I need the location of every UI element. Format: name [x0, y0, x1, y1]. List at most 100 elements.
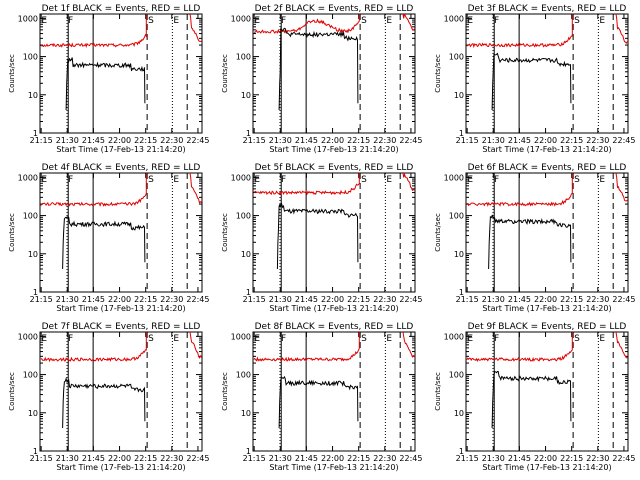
x-tick-label: 21:15 [456, 136, 479, 145]
plot-frame [252, 172, 416, 293]
lld-series-line [402, 332, 415, 358]
time-marker-label: E [599, 175, 605, 185]
x-tick-label: 22:00 [108, 295, 131, 304]
x-tick-label: 22:30 [373, 295, 396, 304]
events-series-line [276, 202, 359, 270]
x-tick-label: 22:30 [160, 454, 183, 463]
y-axis-label: Counts/sec [8, 54, 16, 93]
lld-series-line [466, 173, 573, 207]
detector-panel: Det 4f BLACK = Events, RED = LLD 1 10 100 10… [8, 163, 209, 313]
lld-series-line [253, 173, 360, 196]
y-tick-label: 100 [236, 212, 251, 221]
y-axis-label: Counts/sec [221, 372, 229, 411]
panel-title: Det 1f BLACK = Events, RED = LLD [42, 4, 201, 14]
time-marker-label: S [574, 16, 580, 26]
time-marker-label: F [68, 334, 73, 344]
x-tick-label: 21:45 [82, 136, 105, 145]
x-tick-label: 21:15 [30, 454, 53, 463]
events-series-line [62, 376, 146, 429]
time-marker-label: S [361, 175, 367, 185]
plot-frame [39, 13, 203, 134]
y-tick-label: 1000 [18, 14, 38, 23]
time-marker-label: F [281, 175, 286, 185]
y-tick-label: 1 [246, 288, 251, 297]
events-series-line [278, 26, 359, 111]
y-tick-label: 100 [449, 53, 464, 62]
y-axis-label: Counts/sec [434, 54, 442, 93]
x-tick-label: 22:00 [108, 136, 131, 145]
time-marker-label: S [361, 16, 367, 26]
lld-series-line [40, 332, 147, 363]
events-series-line [62, 216, 146, 270]
x-axis-label: Start Time (17-Feb-13 21:14:20) [482, 304, 611, 313]
x-tick-label: 21:15 [243, 454, 266, 463]
y-tick-label: 1 [33, 447, 38, 456]
x-axis-label: Start Time (17-Feb-13 21:14:20) [56, 145, 185, 154]
time-marker-label: F [68, 16, 73, 26]
x-tick-label: 22:45 [399, 454, 422, 463]
x-tick-label: 21:30 [482, 136, 505, 145]
y-tick-label: 10 [241, 91, 251, 100]
x-axis-label: Start Time (17-Feb-13 21:14:20) [482, 463, 611, 472]
corner-marker-label: E [41, 175, 47, 185]
corner-marker-label: E [254, 175, 260, 185]
corner-marker-label: E [467, 334, 473, 344]
time-marker-label: S [148, 334, 154, 344]
y-tick-label: 100 [236, 53, 251, 62]
panel-title: Det 4f BLACK = Events, RED = LLD [42, 163, 201, 173]
x-tick-label: 21:30 [482, 454, 505, 463]
x-tick-label: 21:30 [269, 454, 292, 463]
y-tick-label: 1000 [18, 332, 38, 341]
lld-series-line [466, 14, 573, 49]
lld-series-line [253, 332, 360, 362]
y-tick-label: 10 [28, 91, 38, 100]
time-marker-label: E [599, 16, 605, 26]
x-tick-label: 22:15 [134, 454, 157, 463]
y-tick-label: 1 [459, 129, 464, 138]
time-marker-label: F [281, 334, 286, 344]
time-marker-label: E [173, 334, 179, 344]
x-tick-label: 21:30 [482, 295, 505, 304]
time-marker-label: F [494, 175, 499, 185]
x-tick-label: 22:45 [612, 136, 635, 145]
x-tick-label: 22:45 [612, 454, 635, 463]
panel-title: Det 7f BLACK = Events, RED = LLD [42, 322, 201, 332]
x-tick-label: 22:15 [347, 136, 370, 145]
y-tick-label: 1000 [18, 173, 38, 182]
time-marker-label: S [574, 334, 580, 344]
events-series-line [491, 370, 572, 429]
x-tick-label: 22:00 [534, 295, 557, 304]
y-axis-label: Counts/sec [434, 213, 442, 252]
lld-series-line [40, 14, 147, 49]
x-tick-label: 22:30 [586, 454, 609, 463]
x-tick-label: 21:15 [30, 136, 53, 145]
x-tick-label: 22:45 [186, 295, 209, 304]
plot-frame [465, 172, 629, 293]
time-marker-label: S [148, 175, 154, 185]
x-tick-label: 22:15 [560, 454, 583, 463]
y-axis-label: Counts/sec [8, 372, 16, 411]
plot-frame [465, 13, 629, 134]
time-marker-label: F [281, 16, 286, 26]
y-tick-label: 1 [246, 129, 251, 138]
y-tick-label: 10 [454, 409, 464, 418]
lld-series-line [189, 14, 202, 43]
time-marker-label: E [173, 16, 179, 26]
x-axis-label: Start Time (17-Feb-13 21:14:20) [269, 304, 398, 313]
lld-series-line [40, 173, 147, 207]
lld-series-line [615, 173, 628, 202]
corner-marker-label: E [41, 16, 47, 26]
x-tick-label: 22:30 [586, 136, 609, 145]
panel-title: Det 8f BLACK = Events, RED = LLD [255, 322, 414, 332]
time-marker-label: S [361, 334, 367, 344]
x-tick-label: 22:00 [534, 454, 557, 463]
y-tick-label: 1 [246, 447, 251, 456]
time-marker-label: F [68, 175, 73, 185]
y-axis-label: Counts/sec [434, 372, 442, 411]
detector-panel: Det 7f BLACK = Events, RED = LLD 1 10 100 10… [8, 322, 209, 472]
time-marker-label: S [148, 16, 154, 26]
y-tick-label: 1000 [444, 14, 464, 23]
detector-panel: Det 8f BLACK = Events, RED = LLD 1 10 100 10… [221, 322, 422, 472]
x-tick-label: 21:45 [295, 295, 318, 304]
